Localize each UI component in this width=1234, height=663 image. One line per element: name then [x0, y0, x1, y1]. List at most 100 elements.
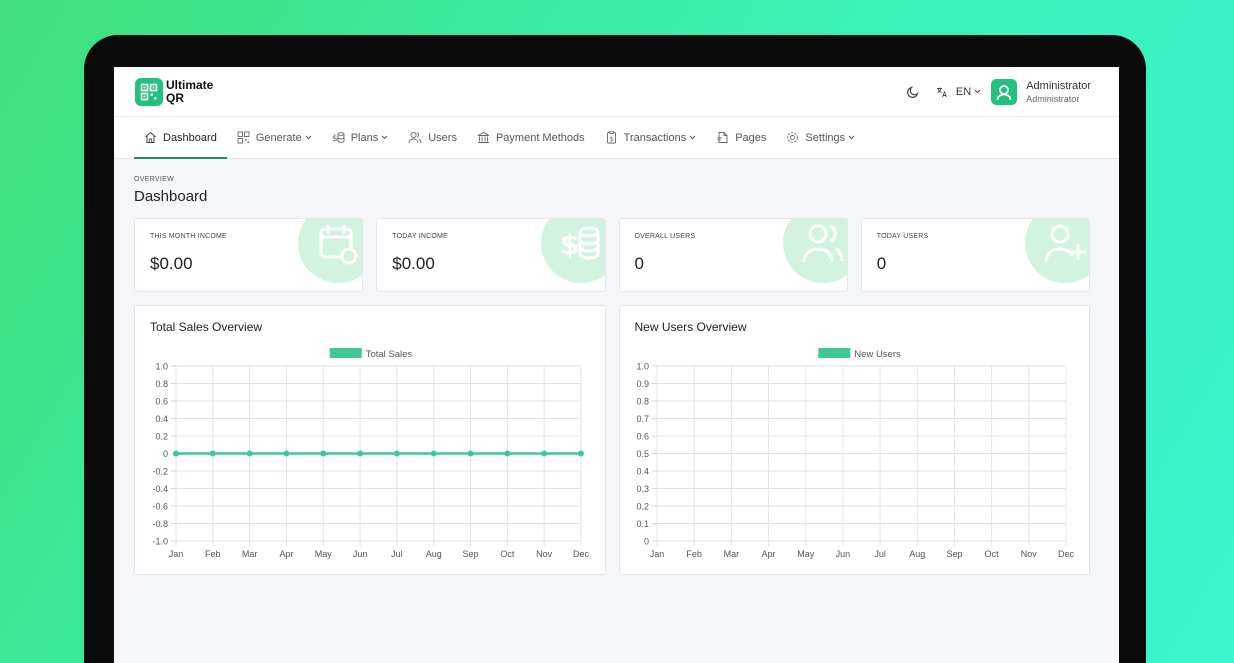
chevron-down-icon — [848, 135, 855, 140]
legend-swatch — [329, 348, 362, 358]
user-role: Administrator — [1026, 93, 1080, 104]
y-tick-label: 0.3 — [636, 484, 649, 494]
nav-label: Settings — [805, 131, 846, 144]
dollar-coins-icon: $ — [540, 219, 605, 283]
stat-label: THIS MONTH INCOME — [150, 233, 227, 240]
y-tick-label: 0.5 — [636, 449, 649, 459]
stat-card-month-income: THIS MONTH INCOME $0.00 — [134, 218, 364, 292]
nav-item-generate[interactable]: Generate — [227, 117, 322, 158]
y-tick-label: 0.2 — [636, 502, 649, 512]
chevron-down-icon — [381, 135, 388, 140]
y-tick-label: 0.2 — [155, 432, 168, 442]
nav-label: Plans — [350, 131, 379, 144]
chart-title: New Users Overview — [634, 320, 747, 334]
nav-item-settings[interactable]: Settings — [776, 117, 865, 158]
avatar[interactable] — [991, 78, 1018, 105]
stat-card-overall-users: OVERALL USERS 0 — [618, 218, 848, 292]
data-point — [173, 450, 179, 457]
new-users-chart: New Users 1.0 0.9 0.8 0.7 0.6 0.5 0.4 0.3 0.2 0.1 0… — [636, 348, 1074, 559]
x-tick-label: Apr — [761, 549, 775, 559]
x-tick-label: Aug — [426, 549, 442, 559]
dark-mode-moon-icon[interactable] — [906, 85, 920, 99]
y-tick-label: -0.2 — [152, 467, 168, 477]
x-tick-label: Oct — [984, 549, 999, 559]
y-tick-label: 0.8 — [636, 397, 649, 407]
gear-icon — [786, 131, 799, 144]
svg-text:$: $ — [609, 135, 613, 143]
stat-label: TODAY USERS — [876, 233, 929, 240]
brand-name: Ultimate QR — [166, 77, 226, 105]
chart-card-new-users: New Users Overview New Users 1.0 0.9 0.8 0.7… — [618, 305, 1090, 575]
stat-value: $0.00 — [392, 254, 435, 273]
data-point — [246, 450, 253, 457]
y-tick-label: 0.4 — [155, 414, 168, 424]
stat-card-today-income: $ TODAY INCOME $0.00 — [376, 218, 606, 292]
y-tick-label: -0.6 — [152, 502, 168, 512]
legend-label: Total Sales — [366, 349, 413, 360]
x-tick-label: Mar — [723, 549, 739, 559]
x-tick-label: Sep — [463, 549, 479, 559]
nav-label: Payment Methods — [495, 131, 585, 144]
brand-logo[interactable]: Ultimate QR — [135, 77, 226, 106]
stat-value: 0 — [876, 254, 887, 273]
y-tick-label: -0.8 — [152, 519, 168, 529]
charts-row: Total Sales Overview Total Sales 1.0 0.8 0.… — [134, 305, 1090, 575]
translate-icon — [936, 86, 948, 98]
chevron-down-icon — [305, 135, 312, 140]
y-tick-label: 0.1 — [636, 519, 649, 529]
app-screen: Ultimate QR EN Administrator — [114, 67, 1119, 663]
svg-text:$: $ — [560, 228, 579, 261]
page-title: Dashboard — [134, 188, 208, 205]
x-tick-label: Nov — [536, 549, 553, 559]
stat-value: 0 — [634, 254, 644, 273]
y-tick-label: 0.9 — [636, 379, 649, 389]
stats-row: THIS MONTH INCOME $0.00 $ TODAY INCOME $… — [134, 218, 1090, 292]
user-name: Administrator — [1026, 79, 1091, 92]
nav-item-payment-methods[interactable]: Payment Methods — [467, 117, 595, 158]
nav-item-dashboard[interactable]: Dashboard — [134, 117, 227, 159]
nav-label: Pages — [735, 131, 767, 144]
nav-item-plans[interactable]: $ Plans — [322, 117, 399, 158]
language-selector[interactable]: EN — [936, 86, 981, 98]
brand-name-line2: QR — [166, 90, 184, 105]
x-tick-label: Oct — [500, 549, 515, 559]
y-tick-label: 0.6 — [155, 397, 168, 407]
x-tick-label: Jun — [353, 549, 368, 559]
y-tick-label: 0 — [163, 449, 168, 459]
stat-value: $0.00 — [150, 254, 193, 273]
y-tick-label: -1.0 — [152, 537, 168, 547]
data-point — [430, 450, 437, 457]
data-point — [393, 450, 400, 457]
qr-icon — [237, 131, 250, 144]
page-overline: OVERVIEW — [134, 176, 175, 183]
language-code: EN — [955, 85, 972, 98]
brand-name-line1: Ultimate — [166, 77, 214, 92]
chart-card-total-sales: Total Sales Overview Total Sales 1.0 0.8 0.… — [134, 305, 606, 575]
x-tick-label: Jul — [874, 549, 886, 559]
nav-label: Users — [428, 131, 457, 144]
x-tick-label: Sep — [946, 549, 962, 559]
chevron-down-icon — [689, 135, 696, 140]
data-point — [504, 450, 511, 457]
nav-item-transactions[interactable]: $ Transactions — [595, 117, 707, 158]
data-point — [209, 450, 216, 457]
x-tick-label: Jul — [391, 549, 403, 559]
user-info[interactable]: Administrator Administrator — [1026, 80, 1091, 104]
main-nav: Dashboard Generate $ Plans Users Payment… — [114, 117, 1119, 159]
main-content: OVERVIEW Dashboard THIS MONTH INCOME $0.… — [114, 159, 1119, 575]
total-sales-chart: Total Sales 1.0 0.8 0.6 0.4 0.2 0 -0.2 -0.4 -0.6 -… — [152, 348, 589, 559]
plans-icon: $ — [332, 131, 345, 144]
x-tick-label: Jun — [835, 549, 850, 559]
y-tick-label: 0.4 — [636, 467, 649, 477]
x-tick-label: Mar — [242, 549, 258, 559]
legend-label: New Users — [854, 349, 901, 360]
nav-item-users[interactable]: Users — [398, 117, 467, 158]
x-tick-label: Apr — [279, 549, 293, 559]
data-point — [283, 450, 290, 457]
qr-logo-icon — [135, 77, 163, 106]
x-tick-label: May — [315, 549, 333, 559]
y-tick-label: 1.0 — [636, 362, 649, 372]
data-point — [578, 450, 584, 457]
chevron-down-icon — [974, 89, 981, 94]
nav-item-pages[interactable]: Pages — [706, 117, 776, 158]
